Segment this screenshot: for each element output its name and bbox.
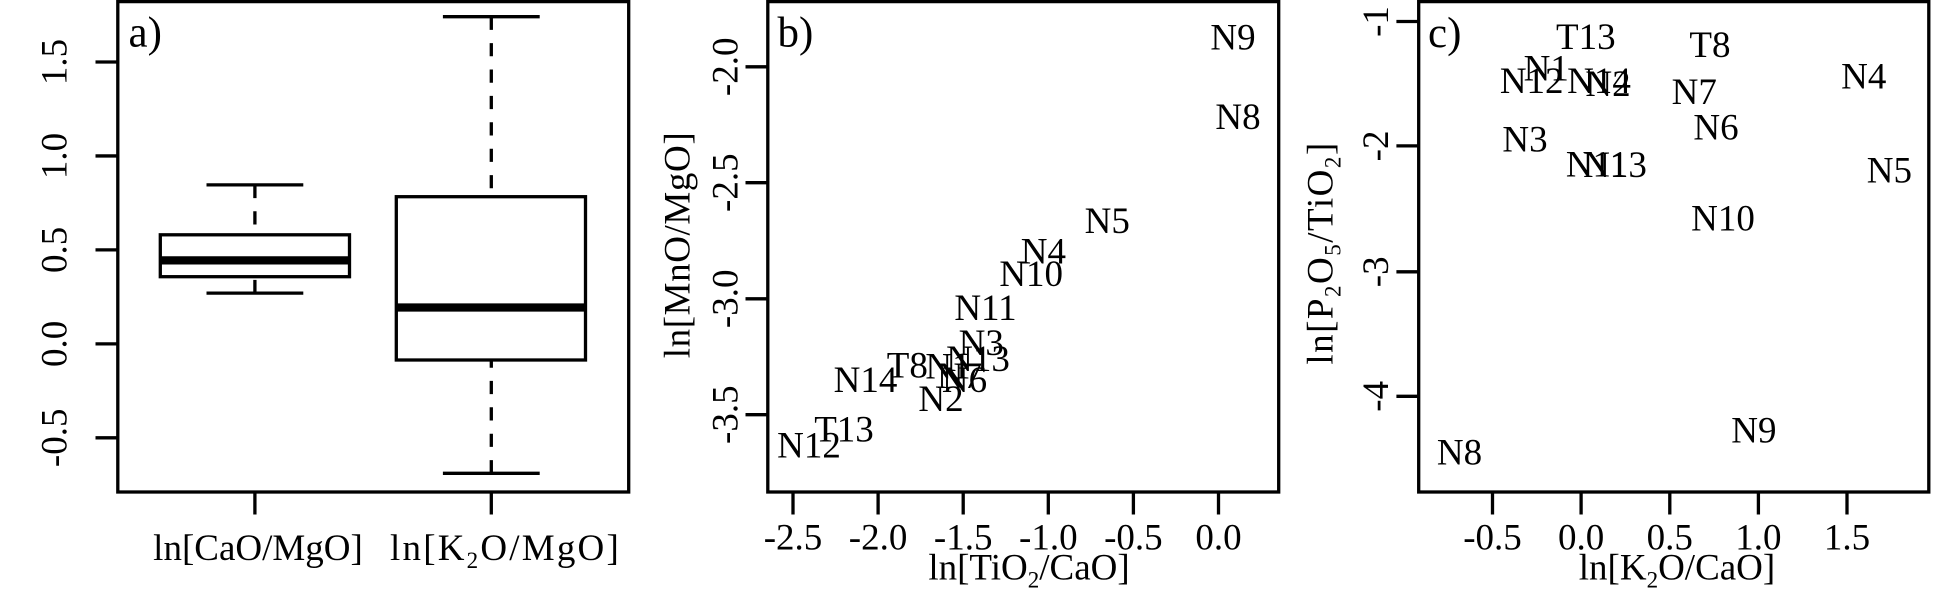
svg-text:N1: N1 bbox=[925, 346, 970, 387]
svg-text:ln[P2O5/TiO2]: ln[P2O5/TiO2] bbox=[1301, 141, 1346, 364]
svg-text:a): a) bbox=[129, 10, 162, 57]
svg-text:N4: N4 bbox=[1841, 57, 1886, 98]
svg-text:N5: N5 bbox=[1867, 150, 1912, 191]
svg-text:ln[K2O/MgO]: ln[K2O/MgO] bbox=[390, 528, 621, 573]
svg-text:N7: N7 bbox=[1672, 72, 1717, 113]
svg-text:c): c) bbox=[1428, 10, 1461, 57]
svg-text:N13: N13 bbox=[1583, 145, 1647, 186]
svg-text:N3: N3 bbox=[959, 323, 1004, 364]
svg-text:-2: -2 bbox=[1356, 130, 1397, 161]
svg-text:0.0: 0.0 bbox=[1558, 518, 1604, 559]
svg-text:-0.5: -0.5 bbox=[35, 409, 76, 468]
svg-text:T13: T13 bbox=[814, 409, 874, 450]
svg-text:N11: N11 bbox=[1566, 144, 1628, 185]
svg-text:1.0: 1.0 bbox=[1735, 518, 1781, 559]
svg-text:-1.5: -1.5 bbox=[934, 518, 993, 559]
svg-text:N14: N14 bbox=[1567, 61, 1631, 102]
svg-text:ln[CaO/MgO]: ln[CaO/MgO] bbox=[153, 528, 363, 569]
svg-text:N2: N2 bbox=[918, 379, 963, 420]
svg-text:-1: -1 bbox=[1356, 6, 1397, 37]
svg-text:N3: N3 bbox=[1502, 119, 1547, 160]
svg-text:N8: N8 bbox=[1215, 97, 1260, 138]
svg-text:0.5: 0.5 bbox=[1647, 518, 1693, 559]
svg-text:1.5: 1.5 bbox=[1824, 518, 1870, 559]
svg-text:N13: N13 bbox=[946, 339, 1010, 380]
svg-text:N12: N12 bbox=[1500, 61, 1564, 102]
svg-text:-1.0: -1.0 bbox=[1019, 518, 1078, 559]
svg-text:N9: N9 bbox=[1731, 411, 1776, 452]
svg-text:N6: N6 bbox=[1693, 108, 1738, 149]
svg-text:N10: N10 bbox=[999, 254, 1063, 295]
svg-text:ln[K2O/CaO]: ln[K2O/CaO] bbox=[1579, 547, 1775, 592]
svg-text:-3.5: -3.5 bbox=[706, 385, 747, 444]
svg-text:-3.0: -3.0 bbox=[706, 270, 747, 329]
svg-text:T8: T8 bbox=[1689, 25, 1730, 66]
svg-text:ln[MnO/MgO]: ln[MnO/MgO] bbox=[658, 132, 699, 359]
svg-text:-3: -3 bbox=[1356, 256, 1397, 287]
svg-text:N7: N7 bbox=[937, 356, 982, 397]
svg-text:T13: T13 bbox=[1556, 17, 1616, 58]
svg-text:-0.5: -0.5 bbox=[1463, 518, 1522, 559]
svg-text:1.0: 1.0 bbox=[35, 133, 76, 179]
svg-text:N8: N8 bbox=[1437, 433, 1482, 474]
svg-text:0.5: 0.5 bbox=[35, 227, 76, 273]
svg-text:-4: -4 bbox=[1356, 381, 1397, 412]
svg-text:-2.5: -2.5 bbox=[706, 153, 747, 212]
svg-text:N5: N5 bbox=[1085, 201, 1130, 242]
svg-text:N11: N11 bbox=[954, 288, 1016, 329]
svg-text:N12: N12 bbox=[777, 426, 841, 467]
svg-text:-2.0: -2.0 bbox=[849, 518, 908, 559]
svg-text:N6: N6 bbox=[942, 360, 987, 401]
svg-text:b): b) bbox=[778, 10, 814, 57]
svg-text:N9: N9 bbox=[1210, 18, 1255, 59]
svg-text:T8: T8 bbox=[887, 346, 928, 387]
svg-text:1.5: 1.5 bbox=[35, 39, 76, 85]
svg-text:N10: N10 bbox=[1691, 198, 1755, 239]
svg-text:N2: N2 bbox=[1585, 64, 1630, 105]
svg-text:N14: N14 bbox=[834, 360, 898, 401]
svg-text:-0.5: -0.5 bbox=[1104, 518, 1163, 559]
svg-text:-2.0: -2.0 bbox=[706, 38, 747, 97]
svg-text:N4: N4 bbox=[1021, 231, 1066, 272]
svg-text:0.0: 0.0 bbox=[1195, 518, 1241, 559]
svg-text:N1: N1 bbox=[1524, 49, 1569, 90]
svg-text:-2.5: -2.5 bbox=[764, 518, 823, 559]
svg-text:0.0: 0.0 bbox=[35, 321, 76, 367]
